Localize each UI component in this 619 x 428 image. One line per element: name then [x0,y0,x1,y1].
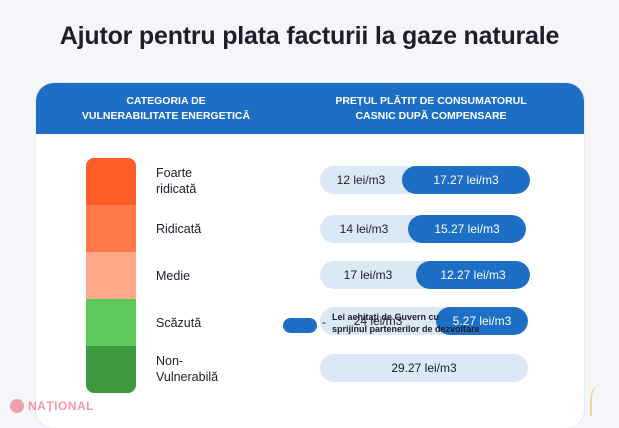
government-amount: 12.27 lei/m3 [416,261,530,289]
government-amount: 15.27 lei/m3 [408,215,526,243]
price-bar-scazuta: 24 lei/m3 5.27 lei/m3 [320,307,528,335]
logo-text: NAȚIONAL [28,399,94,413]
swatch-non-vulnerabila [86,346,136,393]
paid-amount: 17 lei/m3 [343,268,393,282]
paid-amount: 24 lei/m3 [353,314,403,328]
category-label-line1: Medie [156,269,191,283]
category-label-scazuta: Scăzută [156,315,276,331]
category-label-line1: Ridicată [156,222,202,236]
header-category-line1: CATEGORIA DE [126,95,206,107]
swatch-medie [86,252,136,299]
price-bar-foarte-ridicata: 12 lei/m3 17.27 lei/m3 [320,166,530,194]
legend-text-line1: Lei achitați de Guvern cu [332,312,440,322]
price-bar-medie: 17 lei/m3 12.27 lei/m3 [320,261,530,289]
info-card: CATEGORIA DE VULNERABILITATE ENERGETICĂ … [36,83,584,428]
header-category-line2: VULNERABILITATE ENERGETICĂ [81,110,251,122]
header-price: PREȚUL PLĂTIT DE CONSUMATORUL CASNIC DUP… [306,94,556,124]
page-title: Ajutor pentru plata facturii la gaze nat… [59,22,560,50]
category-label-line1: Non- [156,354,184,368]
swatch-foarte-ridicata [86,158,136,205]
swatch-scazuta [86,299,136,346]
paid-amount: 29.27 lei/m3 [391,361,457,375]
decorative-curve-icon [590,386,606,416]
category-label-medie: Medie [156,268,276,284]
header-price-line2: CASNIC DUPĂ COMPENSARE [355,110,507,122]
category-label-ridicata: Ridicată [156,221,276,237]
government-amount: 17.27 lei/m3 [402,166,530,194]
government-amount: 5.27 lei/m3 [436,307,528,335]
legend-swatch [283,318,317,333]
category-label-foarte-ridicata: Foarte ridicată [156,165,276,197]
table-header: CATEGORIA DE VULNERABILITATE ENERGETICĂ … [36,83,584,134]
logo-mark-icon [10,399,24,413]
national-logo: NAȚIONAL [10,399,94,413]
legend-text-line2: sprijinul partenerilor de dezvoltare [332,324,480,334]
legend-text: Lei achitați de Guvern cu sprijinul part… [332,311,537,335]
legend-dash: - [322,315,326,329]
category-label-line2: Vulnerabilă [156,370,219,384]
swatch-ridicata [86,205,136,252]
paid-amount: 14 lei/m3 [339,222,389,236]
header-price-line1: PREȚUL PLĂTIT DE CONSUMATORUL [335,95,527,107]
price-bar-non-vulnerabila: 29.27 lei/m3 [320,354,528,382]
price-bar-ridicata: 14 lei/m3 15.27 lei/m3 [320,215,526,243]
paid-amount: 12 lei/m3 [336,173,386,187]
category-label-line1: Foarte [156,166,193,180]
category-label-non-vulnerabila: Non- Vulnerabilă [156,353,276,385]
category-label-line2: ridicată [156,182,197,196]
header-category: CATEGORIA DE VULNERABILITATE ENERGETICĂ [66,94,266,124]
category-label-line1: Scăzută [156,316,202,330]
